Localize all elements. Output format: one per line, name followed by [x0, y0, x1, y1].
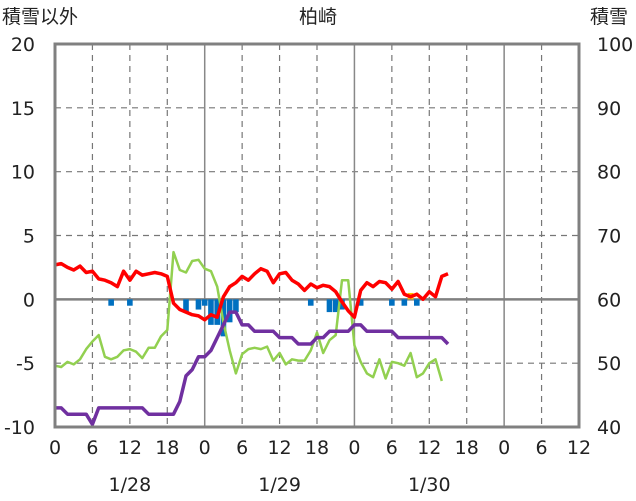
x-tick-label: 6	[536, 437, 548, 459]
date-label: 1/28	[109, 474, 152, 496]
right-tick-label: 100	[597, 34, 633, 56]
precip-bar	[414, 299, 420, 306]
left-tick-labels: 20 15 10 5 0 -5 -10	[4, 34, 35, 439]
x-tick-label: 12	[567, 437, 591, 459]
precip-bar	[201, 299, 208, 306]
left-tick-label: 5	[23, 226, 35, 248]
right-tick-label: 40	[597, 417, 621, 439]
x-tick-label: 0	[498, 437, 510, 459]
left-tick-label: 15	[11, 98, 35, 120]
precip-bar	[389, 299, 395, 306]
precip-bar	[208, 299, 214, 325]
chart-title: 柏崎	[299, 6, 337, 28]
right-axis-title: 積雪	[590, 6, 628, 28]
right-tick-label: 80	[597, 162, 621, 184]
x-tick-label: 0	[49, 437, 61, 459]
precip-bar	[108, 299, 114, 306]
wind-line	[54, 250, 444, 382]
precip-bar	[326, 299, 333, 313]
precip-bar	[183, 299, 189, 313]
x-tick-label: 12	[267, 437, 291, 459]
plot-frame	[53, 42, 581, 429]
x-tick-label: 18	[155, 437, 179, 459]
date-labels: 1/28 1/29 1/30	[109, 474, 451, 496]
date-label: 1/30	[408, 474, 451, 496]
precip-bar	[195, 299, 202, 310]
right-tick-label: 60	[597, 289, 621, 311]
precip-bar	[127, 299, 133, 306]
precip-bar	[307, 299, 314, 306]
left-tick-label: -10	[4, 417, 35, 439]
precip-bar	[233, 299, 239, 313]
right-tick-label: 50	[597, 353, 621, 375]
x-tick-label: 12	[417, 437, 441, 459]
precip-bar	[332, 299, 339, 313]
right-tick-labels: 100 90 80 70 60 50 40	[597, 34, 633, 439]
date-label: 1/29	[258, 474, 301, 496]
right-tick-label: 90	[597, 98, 621, 120]
series-lines	[54, 250, 450, 427]
left-axis-title: 積雪以外	[2, 6, 78, 28]
x-tick-label: 0	[199, 437, 211, 459]
left-tick-label: -5	[16, 353, 35, 375]
x-tick-label: 0	[348, 437, 360, 459]
left-tick-label: 20	[11, 34, 35, 56]
left-tick-label: 10	[11, 162, 35, 184]
gridlines	[55, 44, 579, 427]
precip-bar	[357, 299, 364, 306]
x-tick-label: 6	[236, 437, 248, 459]
x-tick-label: 18	[305, 437, 329, 459]
left-tick-label: 0	[23, 289, 35, 311]
right-tick-label: 70	[597, 226, 621, 248]
x-tick-labels: 0 6 12 18 0 6 12 18 0 6 12 18 0 6 12	[49, 437, 591, 459]
x-tick-label: 18	[455, 437, 479, 459]
dewpoint-line	[55, 310, 450, 427]
precip-bar	[401, 299, 408, 306]
x-tick-label: 6	[86, 437, 98, 459]
temperature-line	[54, 261, 449, 322]
x-tick-label: 12	[118, 437, 142, 459]
x-tick-label: 6	[386, 437, 398, 459]
